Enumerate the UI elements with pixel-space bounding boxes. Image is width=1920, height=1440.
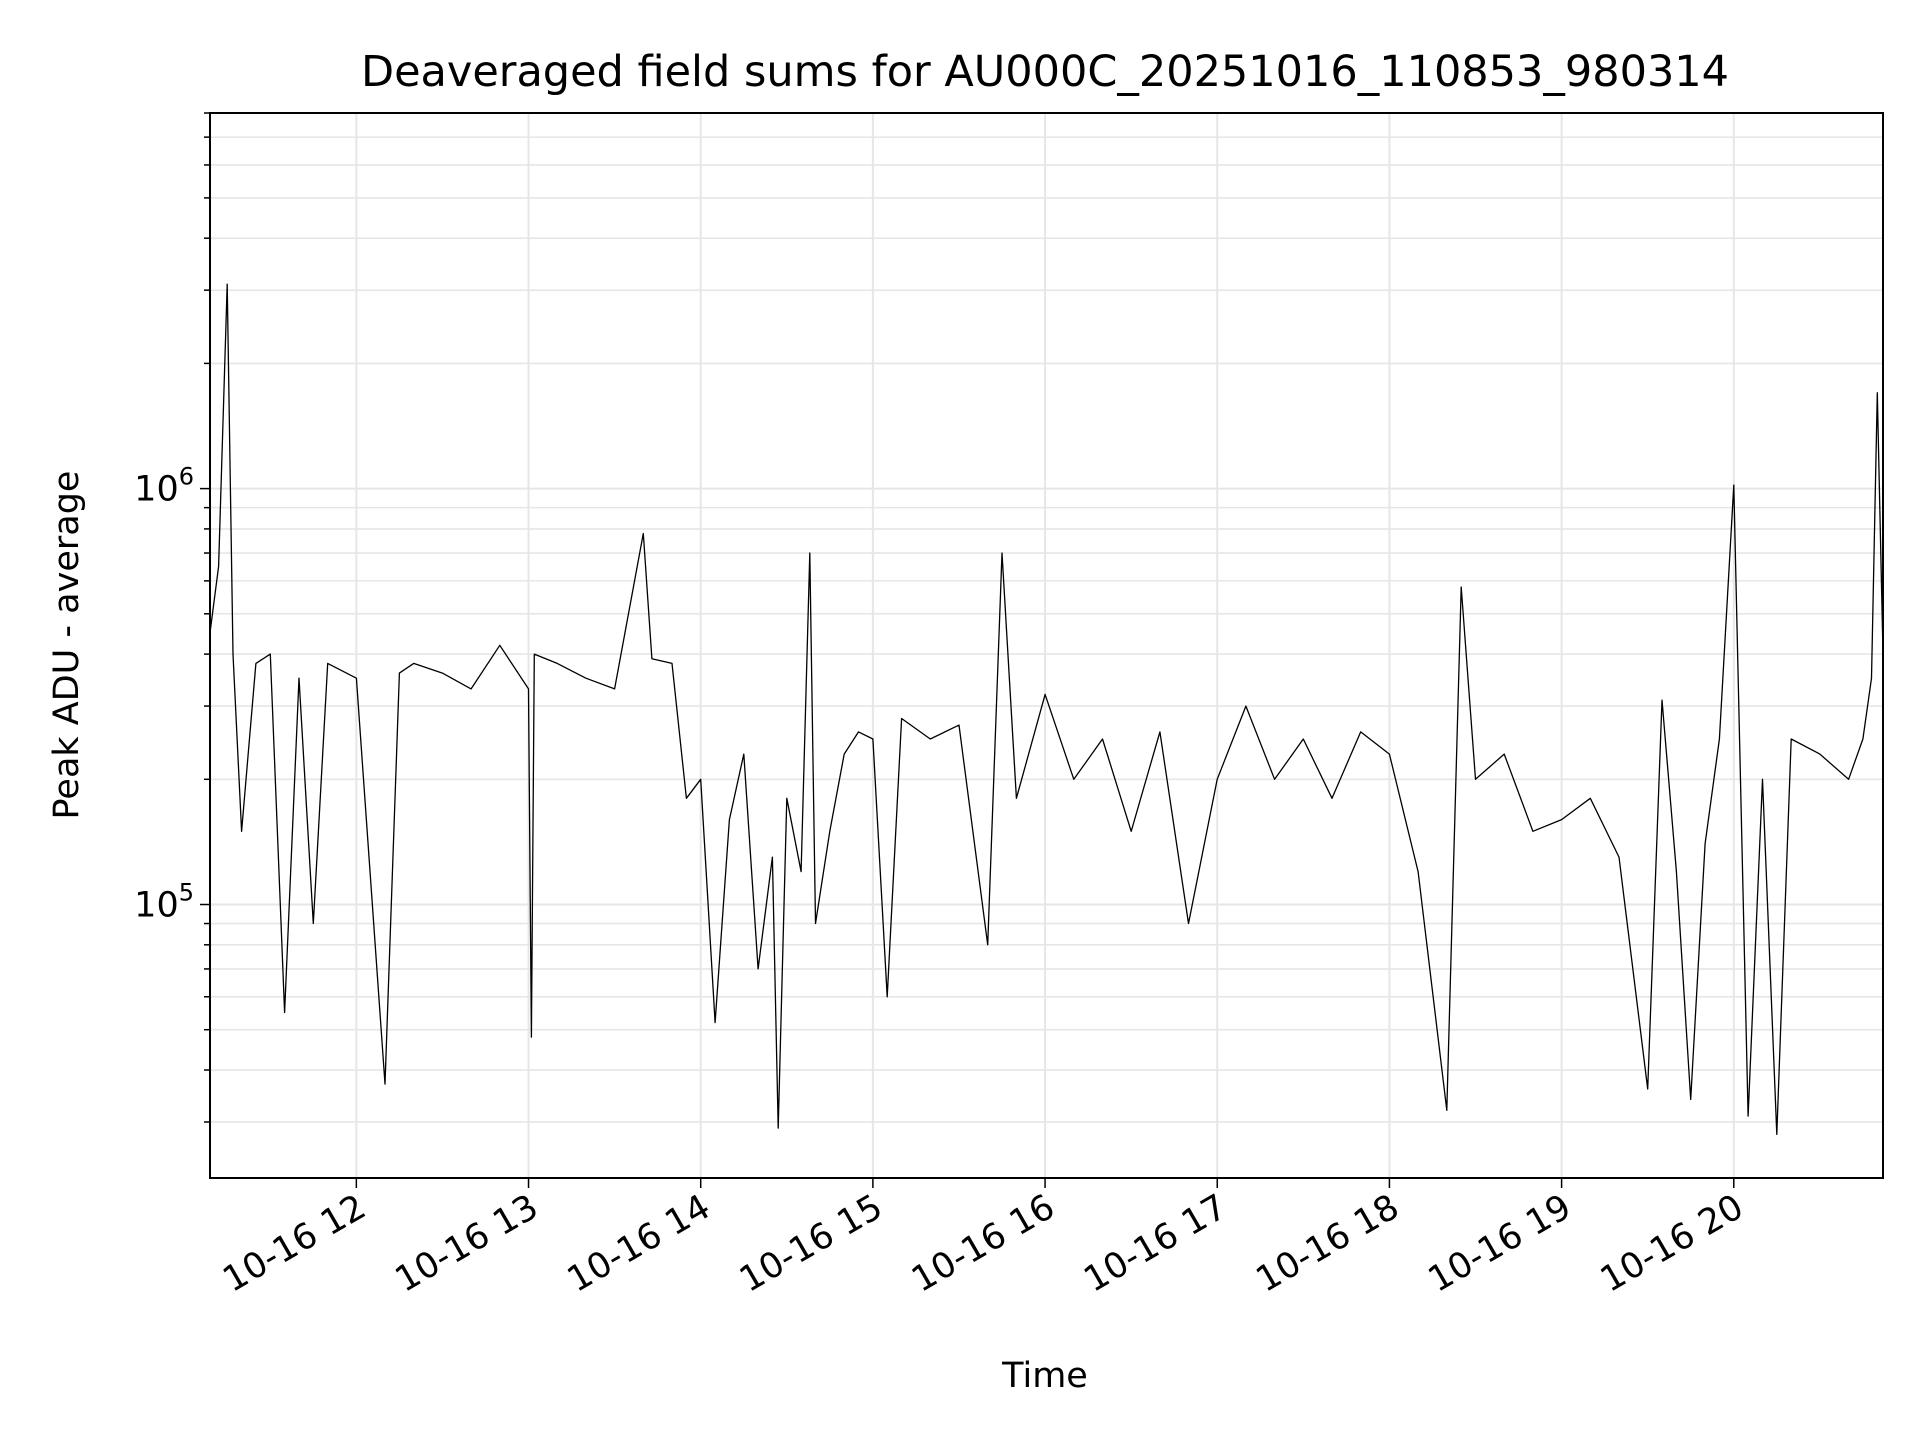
- series-layer: [209, 283, 1884, 1136]
- chart-title: Deaveraged field sums for AU000C_2025101…: [361, 47, 1729, 97]
- y-tick-label: 106: [134, 463, 194, 510]
- y-tick-exponent: 5: [179, 879, 194, 907]
- y-tick-label: 105: [134, 879, 194, 926]
- x-axis-label: Time: [1001, 1356, 1088, 1396]
- y-axis-label: Peak ADU - average: [47, 471, 87, 820]
- plot-frame: [209, 112, 1884, 1179]
- grid: [210, 112, 1883, 1178]
- series-line: [209, 283, 1884, 1136]
- y-tick-base: 10: [134, 470, 179, 510]
- y-tick-exponent: 6: [179, 463, 194, 491]
- y-tick-base: 10: [134, 886, 179, 926]
